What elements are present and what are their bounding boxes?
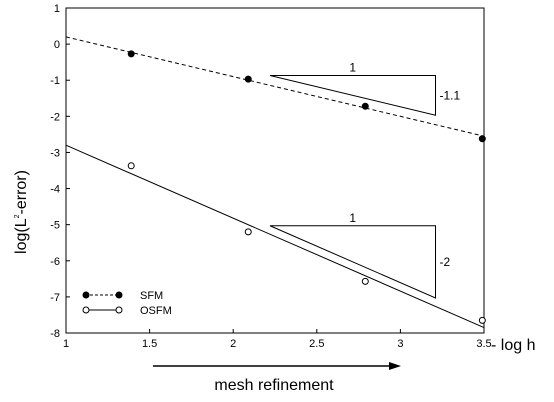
data-point-sfm [244, 75, 252, 83]
y-axis-label-tail: -error) [13, 170, 30, 214]
data-point-sfm [478, 135, 486, 143]
plot-frame [65, 7, 485, 334]
y-tick-label: -7 [50, 292, 60, 304]
y-tick-label: -2 [50, 111, 60, 123]
legend-item-sfm: SFM [82, 290, 163, 302]
x-tick-label: 1.5 [142, 338, 157, 350]
y-axis-label-main: log(L [13, 218, 30, 254]
slope-triangle [269, 225, 437, 299]
slope-run-label: 1 [349, 61, 356, 75]
data-point-osfm [478, 316, 486, 324]
data-point-sfm [127, 50, 135, 58]
y-tick-label: 0 [54, 39, 60, 51]
mesh-refinement-label: mesh refinement [214, 377, 334, 394]
y-tick-label: -8 [50, 328, 60, 340]
y-tick-label: -4 [50, 184, 60, 196]
y-tick-label: -5 [50, 220, 60, 232]
slope-run-label: 1 [349, 211, 356, 225]
slope-rise-label: -1.1 [440, 88, 461, 102]
legend-sfm-marker-right [115, 291, 123, 299]
x-tick-label: 1 [63, 338, 69, 350]
x-axis-label: - log h [491, 337, 535, 354]
y-tick-label: -1 [50, 75, 60, 87]
slope-rise-label: -2 [440, 255, 451, 269]
legend-sfm-marker-left [82, 291, 90, 299]
data-point-osfm [127, 162, 135, 170]
legend: SFM OSFM [82, 290, 172, 317]
data-point-osfm [244, 228, 252, 236]
y-tick-label: -3 [50, 147, 60, 159]
x-tick-label: 3 [397, 338, 403, 350]
y-tick-label: 1 [54, 3, 60, 15]
y-tick-label: -6 [50, 256, 60, 268]
x-tick-label: 2 [230, 338, 236, 350]
y-axis-label-sup: 2 [14, 214, 21, 218]
mesh-refinement-arrowhead [389, 362, 401, 370]
x-tick-label: 2.5 [309, 338, 324, 350]
legend-sfm-label: SFM [140, 290, 163, 302]
fit-line-osfm [65, 144, 485, 329]
x-tick-label: 3.5 [476, 338, 491, 350]
slope-triangle [269, 75, 437, 116]
data-point-osfm [361, 277, 369, 285]
legend-osfm-label: OSFM [140, 305, 172, 317]
legend-item-osfm: OSFM [82, 305, 172, 317]
fit-line-sfm [65, 36, 485, 137]
y-axis-label: log(L2-error) [13, 170, 30, 254]
data-point-sfm [361, 102, 369, 110]
legend-osfm-marker-left [82, 306, 90, 314]
legend-osfm-marker-right [115, 306, 123, 314]
